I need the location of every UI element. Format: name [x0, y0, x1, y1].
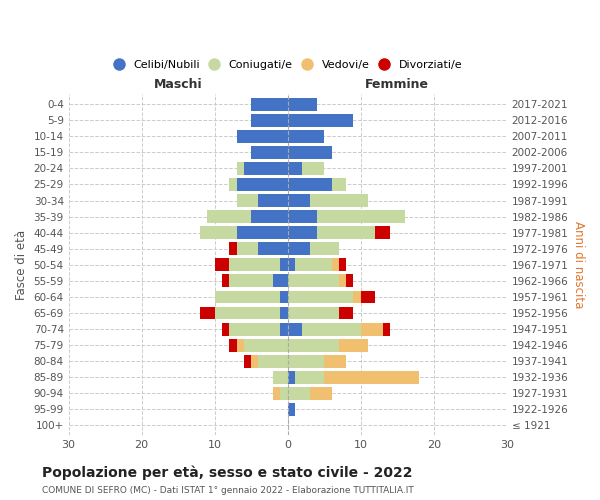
Bar: [317, 210, 404, 223]
Bar: [361, 322, 383, 336]
Bar: [302, 322, 361, 336]
Bar: [331, 178, 346, 191]
Bar: [287, 322, 302, 336]
Bar: [287, 114, 353, 126]
Bar: [310, 387, 331, 400]
Text: COMUNE DI SEFRO (MC) - Dati ISTAT 1° gennaio 2022 - Elaborazione TUTTITALIA.IT: COMUNE DI SEFRO (MC) - Dati ISTAT 1° gen…: [42, 486, 414, 495]
Bar: [339, 306, 353, 320]
Bar: [215, 258, 229, 271]
Bar: [259, 355, 287, 368]
Bar: [280, 322, 287, 336]
Bar: [324, 355, 346, 368]
Bar: [287, 226, 317, 239]
Bar: [353, 290, 361, 304]
Bar: [287, 387, 310, 400]
Bar: [310, 194, 368, 207]
Bar: [251, 98, 287, 110]
Bar: [236, 194, 259, 207]
Bar: [244, 355, 251, 368]
Bar: [317, 226, 376, 239]
Bar: [287, 162, 302, 175]
Bar: [215, 306, 280, 320]
Bar: [229, 338, 236, 351]
Bar: [222, 274, 229, 287]
Bar: [229, 322, 280, 336]
Bar: [287, 355, 324, 368]
Bar: [287, 290, 353, 304]
Bar: [236, 178, 287, 191]
Bar: [222, 322, 229, 336]
Legend: Celibi/Nubili, Coniugati/e, Vedovi/e, Divorziati/e: Celibi/Nubili, Coniugati/e, Vedovi/e, Di…: [109, 56, 467, 74]
Bar: [287, 242, 310, 255]
Text: Femmine: Femmine: [365, 78, 429, 92]
Bar: [346, 274, 353, 287]
Bar: [295, 258, 331, 271]
Bar: [339, 258, 346, 271]
Bar: [229, 258, 280, 271]
Bar: [287, 146, 331, 159]
Bar: [236, 242, 259, 255]
Bar: [236, 162, 244, 175]
Bar: [280, 306, 287, 320]
Bar: [200, 226, 236, 239]
Bar: [244, 338, 287, 351]
Bar: [273, 274, 287, 287]
Bar: [229, 274, 273, 287]
Bar: [251, 210, 287, 223]
Bar: [339, 274, 346, 287]
Bar: [287, 306, 339, 320]
Bar: [208, 210, 251, 223]
Bar: [215, 290, 280, 304]
Bar: [287, 338, 339, 351]
Bar: [287, 194, 310, 207]
Bar: [229, 178, 236, 191]
Bar: [287, 178, 331, 191]
Bar: [287, 210, 317, 223]
Bar: [273, 371, 287, 384]
Bar: [244, 162, 287, 175]
Bar: [324, 371, 419, 384]
Bar: [200, 306, 215, 320]
Y-axis label: Fasce di età: Fasce di età: [15, 230, 28, 300]
Bar: [383, 322, 390, 336]
Bar: [361, 290, 376, 304]
Bar: [251, 114, 287, 126]
Bar: [280, 387, 287, 400]
Bar: [287, 274, 339, 287]
Bar: [259, 242, 287, 255]
Bar: [273, 387, 280, 400]
Bar: [310, 242, 339, 255]
Bar: [259, 194, 287, 207]
Bar: [376, 226, 390, 239]
Bar: [287, 371, 295, 384]
Bar: [295, 371, 324, 384]
Bar: [339, 338, 368, 351]
Bar: [287, 98, 317, 110]
Bar: [302, 162, 324, 175]
Bar: [287, 130, 324, 142]
Text: Maschi: Maschi: [154, 78, 202, 92]
Bar: [287, 258, 295, 271]
Bar: [287, 403, 295, 416]
Bar: [280, 258, 287, 271]
Bar: [331, 258, 339, 271]
Bar: [229, 242, 236, 255]
Bar: [280, 290, 287, 304]
Y-axis label: Anni di nascita: Anni di nascita: [572, 221, 585, 308]
Bar: [251, 146, 287, 159]
Bar: [251, 355, 259, 368]
Bar: [236, 338, 244, 351]
Text: Popolazione per età, sesso e stato civile - 2022: Popolazione per età, sesso e stato civil…: [42, 466, 413, 480]
Bar: [236, 226, 287, 239]
Bar: [236, 130, 287, 142]
